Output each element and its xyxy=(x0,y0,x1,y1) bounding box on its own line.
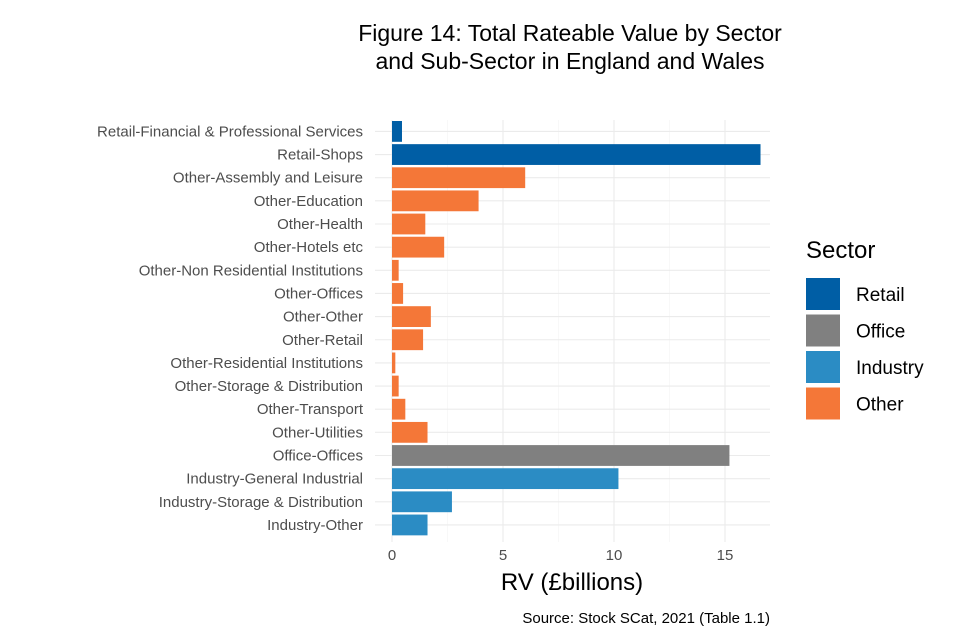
category-label: Other-Transport xyxy=(257,401,364,418)
category-label: Other-Offices xyxy=(274,285,363,302)
bar-retail-shops xyxy=(392,144,761,165)
category-label: Other-Storage & Distribution xyxy=(175,378,363,395)
x-tick-labels: 0 5 10 15 xyxy=(388,547,734,564)
category-label: Retail-Financial & Professional Services xyxy=(97,123,363,140)
legend-label-industry: Industry xyxy=(856,358,924,379)
x-axis-title: RV (£billions) xyxy=(501,569,643,596)
category-label: Other-Residential Institutions xyxy=(170,355,363,372)
category-label: Other-Other xyxy=(283,309,363,326)
category-label: Other-Retail xyxy=(282,332,363,349)
bar-other-non-residential-institutions xyxy=(392,259,399,281)
bar-other-retail xyxy=(392,329,424,351)
bar-industry-general-industrial xyxy=(392,468,619,490)
bars xyxy=(392,121,761,536)
bar-retail-financial-professional-services xyxy=(392,121,402,142)
chart-title-line-1: Figure 14: Total Rateable Value by Secto… xyxy=(358,20,782,46)
bar-other-education xyxy=(392,190,479,212)
legend-label-retail: Retail xyxy=(856,285,905,306)
bar-other-storage-distribution xyxy=(392,375,399,397)
chart-title-line-2: and Sub-Sector in England and Wales xyxy=(375,48,764,74)
category-label: Retail-Shops xyxy=(277,147,363,164)
bar-other-other xyxy=(392,306,431,327)
category-label: Office-Offices xyxy=(273,448,363,465)
legend-key-office xyxy=(806,314,840,347)
category-label: Industry-Other xyxy=(267,517,363,534)
bar-office-offices xyxy=(392,445,730,466)
legend-key-retail xyxy=(806,278,840,310)
legend-label-other: Other xyxy=(856,395,904,416)
legend-key-industry xyxy=(806,351,840,383)
category-label: Other-Non Residential Institutions xyxy=(139,262,363,279)
bar-other-transport xyxy=(392,398,406,420)
bar-other-hotels-etc xyxy=(392,236,445,258)
category-label: Other-Hotels etc xyxy=(254,239,364,256)
bar-other-offices xyxy=(392,283,404,304)
bar-industry-storage-distribution xyxy=(392,491,452,513)
category-label: Industry-General Industrial xyxy=(186,471,363,488)
category-label: Other-Health xyxy=(277,216,363,233)
bar-other-health xyxy=(392,213,426,235)
legend: Sector Retail Office Industry Other xyxy=(806,237,924,420)
category-label: Other-Utilities xyxy=(272,424,363,441)
bar-other-assembly-and-leisure xyxy=(392,167,526,189)
x-tick-label: 10 xyxy=(606,547,623,564)
x-tick-label: 15 xyxy=(717,547,734,564)
category-label: Other-Assembly and Leisure xyxy=(173,170,363,187)
bar-other-utilities xyxy=(392,421,428,443)
category-label: Industry-Storage & Distribution xyxy=(159,494,363,511)
bar-industry-other xyxy=(392,514,428,536)
category-label: Other-Education xyxy=(254,193,363,210)
x-tick-label: 0 xyxy=(388,547,396,564)
legend-title: Sector xyxy=(806,237,875,264)
legend-key-other xyxy=(806,387,840,420)
source-caption: Source: Stock SCat, 2021 (Table 1.1) xyxy=(522,610,770,627)
legend-label-office: Office xyxy=(856,322,905,343)
x-tick-label: 5 xyxy=(499,547,507,564)
bar-other-residential-institutions xyxy=(392,352,396,374)
category-labels: Retail-Financial & Professional Services… xyxy=(97,123,364,534)
